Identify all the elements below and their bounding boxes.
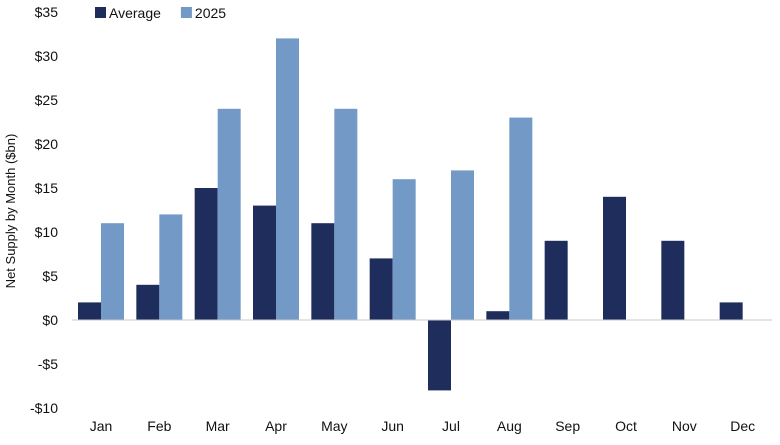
bar-2025-jun (392, 179, 416, 320)
y-tick-label: $30 (35, 48, 59, 64)
legend-label-2025: 2025 (195, 5, 226, 21)
bar-average-aug (486, 311, 510, 320)
y-axis-title: Net Supply by Month ($bn) (3, 134, 18, 289)
x-tick-label: Jun (381, 418, 404, 434)
bar-average-mar (194, 188, 218, 320)
legend-swatch-average (95, 7, 106, 18)
x-tick-label: Feb (147, 418, 171, 434)
bar-2025-may (334, 108, 358, 320)
y-tick-label: $10 (35, 224, 59, 240)
legend-label-average: Average (109, 5, 161, 21)
y-tick-label: -$10 (30, 400, 58, 416)
y-tick-label: $0 (42, 312, 58, 328)
bar-average-may (311, 223, 335, 320)
bar-2025-mar (217, 108, 241, 320)
x-tick-label: Dec (730, 418, 755, 434)
y-tick-label: $15 (35, 180, 59, 196)
x-tick-label: Sep (555, 418, 580, 434)
y-axis-title-group: Net Supply by Month ($bn) (3, 134, 18, 289)
y-tick-label: $5 (42, 268, 58, 284)
y-tick-label: -$5 (38, 356, 58, 372)
bar-2025-feb (159, 214, 183, 320)
bar-2025-apr (276, 38, 299, 321)
x-tick-label: May (321, 418, 347, 434)
x-tick-label: Jul (442, 418, 460, 434)
bar-average-feb (136, 284, 160, 320)
x-tick-labels: Jan Feb Mar Apr May Jun Jul Aug Sep Oct Nov Dec (90, 418, 755, 434)
bar-average-nov (661, 240, 685, 320)
bars (78, 38, 743, 391)
y-tick-labels: -$10 -$5 $0 $5 $10 $15 $20 $25 $30 $35 (30, 4, 58, 416)
y-tick-label: $35 (35, 4, 59, 20)
bar-2025-jul (451, 170, 474, 320)
x-tick-label: Jan (90, 418, 113, 434)
x-tick-label: Aug (497, 418, 522, 434)
x-tick-label: Apr (265, 418, 287, 434)
x-tick-label: Oct (615, 418, 637, 434)
x-tick-label: Nov (672, 418, 697, 434)
bar-average-oct (603, 196, 626, 320)
bar-average-jan (78, 302, 101, 320)
legend-swatch-2025 (180, 7, 192, 18)
bar-2025-aug (509, 117, 533, 320)
bar-average-jun (369, 258, 393, 320)
x-tick-label: Mar (206, 418, 230, 434)
bar-2025-jan (101, 223, 124, 320)
bar-average-sep (544, 240, 568, 320)
bar-average-jul (428, 320, 451, 391)
bar-average-dec (719, 302, 743, 320)
legend: Average 2025 (95, 5, 226, 21)
bar-average-apr (253, 205, 276, 320)
y-tick-label: $20 (35, 136, 59, 152)
y-tick-label: $25 (35, 92, 59, 108)
